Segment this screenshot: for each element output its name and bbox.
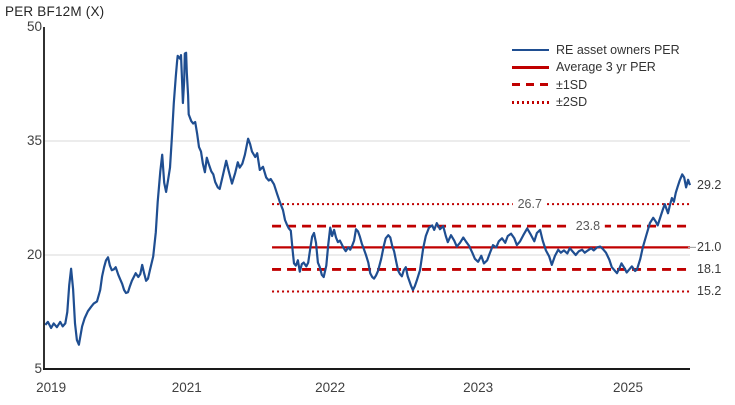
annotation-plus-2sd-value: 26.7 — [512, 197, 547, 212]
y-axis-tick-20: 20 — [26, 247, 42, 262]
legend-item-average: Average 3 yr PER — [512, 59, 680, 77]
legend: RE asset owners PER Average 3 yr PER ±1S… — [512, 41, 680, 111]
x-axis-tick-2025: 2025 — [612, 380, 643, 395]
legend-item-1sd: ±1SD — [512, 76, 680, 94]
chart-title: PER BF12M (X) — [5, 4, 105, 19]
solid-red-line-sample-icon — [512, 66, 549, 69]
legend-item-series: RE asset owners PER — [512, 41, 680, 59]
re-asset-owners-per-line — [44, 51, 692, 346]
solid-blue-line-sample-icon — [512, 48, 549, 51]
dashed-red-line-sample-icon — [512, 83, 549, 87]
x-axis-tick-2021: 2021 — [171, 380, 202, 395]
dotted-red-line-sample-icon — [512, 101, 549, 104]
legend-item-2sd: ±2SD — [512, 94, 680, 112]
annotation-average-value: 21.0 — [697, 240, 722, 255]
y-axis-tick-35: 35 — [26, 133, 42, 148]
x-axis-tick-2019: 2019 — [36, 380, 67, 395]
annotation-minus-1sd-value: 18.1 — [697, 262, 722, 277]
x-axis-tick-2022: 2022 — [315, 380, 346, 395]
y-axis-tick-50: 50 — [26, 19, 42, 34]
annotation-minus-2sd-value: 15.2 — [697, 284, 722, 299]
annotation-plus-1sd-value: 23.8 — [570, 219, 606, 234]
y-axis-tick-5: 5 — [34, 361, 42, 376]
annotation-last-value: 29.2 — [697, 178, 722, 193]
x-axis-tick-2023: 2023 — [463, 380, 494, 395]
